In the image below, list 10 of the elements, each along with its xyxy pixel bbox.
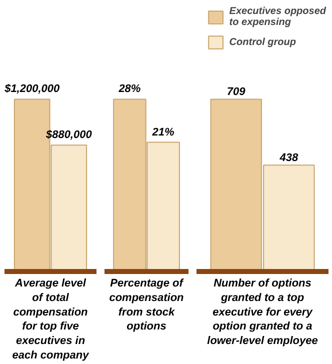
legend-label: Control group bbox=[229, 36, 296, 48]
data-label: 21% bbox=[151, 126, 175, 138]
x-axis-title: Percentage of compensation from stock options bbox=[109, 278, 184, 333]
x-axis-title: Number of options granted to a top executive for every option granted to a lower-level employee bbox=[207, 278, 318, 348]
data-label: $1,200,000 bbox=[4, 83, 61, 96]
legend-label: Executives opposed to expensing bbox=[229, 6, 326, 28]
data-label: 709 bbox=[226, 86, 246, 98]
data-label: 438 bbox=[278, 152, 299, 164]
x-axis-title: Average level of total compensation for top five executives in each company bbox=[12, 278, 90, 362]
data-label: 28% bbox=[118, 83, 141, 96]
